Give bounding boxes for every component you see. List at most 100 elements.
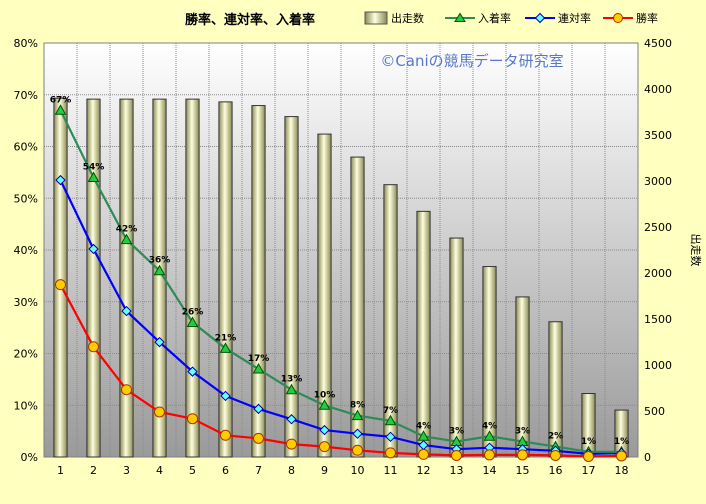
placing-rate-label: 26% (182, 307, 204, 317)
series-line (59, 109, 622, 453)
placing-rate-marker (153, 264, 166, 276)
placing-rate-label: 13% (281, 375, 303, 385)
x-tick-label: 7 (255, 464, 262, 477)
right-axis-title: 出走数 (689, 234, 703, 267)
left-tick-label: 50% (14, 192, 38, 205)
x-tick-label: 12 (417, 464, 431, 477)
bar (152, 98, 167, 458)
placing-rate-marker (384, 414, 397, 426)
legend-win-label: 勝率 (636, 11, 658, 25)
quinella-rate-marker (385, 431, 396, 443)
placing-rate-marker (252, 362, 265, 374)
win-rate-marker (88, 341, 99, 353)
x-tick-label: 10 (351, 464, 365, 477)
x-tick-label: 1 (57, 464, 64, 477)
left-tick-label: 70% (14, 89, 38, 102)
x-tick-label: 5 (189, 464, 196, 477)
placing-rate-marker (351, 409, 364, 421)
win-rate-marker (352, 444, 363, 456)
bar (284, 116, 299, 458)
win-rate-marker (286, 438, 297, 450)
left-tick-label: 30% (14, 296, 38, 309)
bar (218, 101, 233, 458)
placing-rate-label: 67% (50, 95, 72, 105)
bar (185, 98, 200, 458)
placing-rate-label: 2% (548, 432, 563, 442)
placing-rate-label: 42% (116, 225, 138, 235)
win-rate-marker (451, 449, 462, 461)
right-tick-label: 3500 (644, 129, 672, 142)
win-rate-marker (121, 384, 132, 396)
marker-group (54, 104, 628, 462)
placing-rate-marker (54, 104, 67, 115)
chart-watermark: ©Caniの競馬データ研究室 (380, 52, 563, 70)
left-tick-label: 40% (14, 244, 38, 257)
x-tick-label: 11 (384, 464, 398, 477)
right-tick-label: 4500 (644, 37, 672, 50)
bar (449, 237, 464, 458)
right-tick-label: 0 (644, 451, 651, 464)
legend: 出走数 入着率 連対率 勝率 (364, 11, 658, 25)
win-rate-marker (385, 447, 396, 459)
quinella-rate-marker (55, 174, 66, 186)
x-tick-label: 9 (321, 464, 328, 477)
win-rate-marker (418, 448, 429, 460)
bar-series (53, 97, 629, 458)
placing-rate-label: 36% (149, 256, 171, 266)
right-tick-label: 4000 (644, 83, 672, 96)
x-tick-label: 17 (582, 464, 596, 477)
win-rate-marker (616, 450, 627, 462)
win-rate-marker (55, 279, 66, 291)
win-rate-marker (484, 449, 495, 461)
x-tick-label: 16 (549, 464, 563, 477)
right-tick-label: 1000 (644, 359, 672, 372)
legend-quinella-marker (534, 12, 546, 24)
bar (350, 156, 365, 458)
bar (86, 98, 101, 458)
placing-rate-label: 21% (215, 333, 237, 343)
x-tick-label: 3 (123, 464, 130, 477)
point-label-group: 67% 54% 42% 36% 26% 21% 17% 13% 10% 8% 7% 4% 3% 4% 3% 2… (50, 95, 629, 447)
axis-group: 0% 10% 20% 30% 40% 50% 60% 70% 80% 0 500 1000 1500 20… (14, 37, 703, 477)
x-tick-label: 4 (156, 464, 163, 477)
quinella-rate-marker (319, 424, 330, 436)
legend-placing-marker (454, 12, 466, 22)
quinella-rate-marker (352, 428, 363, 439)
win-rate-marker (550, 449, 561, 461)
x-tick-label: 13 (450, 464, 464, 477)
placing-rate-marker (120, 233, 133, 245)
x-tick-label: 15 (516, 464, 530, 477)
x-tick-label: 18 (615, 464, 629, 477)
left-tick-label: 20% (14, 348, 38, 361)
placing-rate-marker (186, 316, 199, 327)
win-rate-marker (187, 413, 198, 425)
placing-rate-label: 10% (314, 390, 336, 400)
quinella-rate-marker (286, 414, 297, 425)
win-rate-marker (154, 406, 165, 418)
win-rate-marker (220, 429, 231, 441)
right-tick-label: 500 (644, 405, 665, 418)
grid-lines (44, 43, 638, 457)
placing-rate-label: 4% (416, 421, 431, 431)
placing-rate-marker (219, 342, 232, 353)
quinella-rate-marker (187, 366, 198, 377)
placing-rate-label: 54% (83, 163, 105, 173)
placing-rate-label: 17% (248, 354, 270, 364)
placing-rate-marker (87, 171, 100, 183)
line-series-group (59, 109, 622, 458)
left-tick-label: 10% (14, 399, 38, 412)
x-tick-label: 14 (483, 464, 497, 477)
bar (416, 210, 431, 458)
legend-quinella-label: 連対率 (558, 11, 591, 25)
left-tick-label: 60% (14, 141, 38, 154)
x-tick-label: 6 (222, 464, 229, 477)
win-rate-marker (319, 441, 330, 453)
bar (53, 97, 68, 458)
series-line (59, 284, 622, 458)
right-tick-label: 2500 (644, 221, 672, 234)
left-tick-label: 80% (14, 37, 38, 50)
legend-placing-label: 入着率 (478, 11, 511, 25)
chart-title: 勝率、連対率、入着率 (185, 12, 315, 28)
